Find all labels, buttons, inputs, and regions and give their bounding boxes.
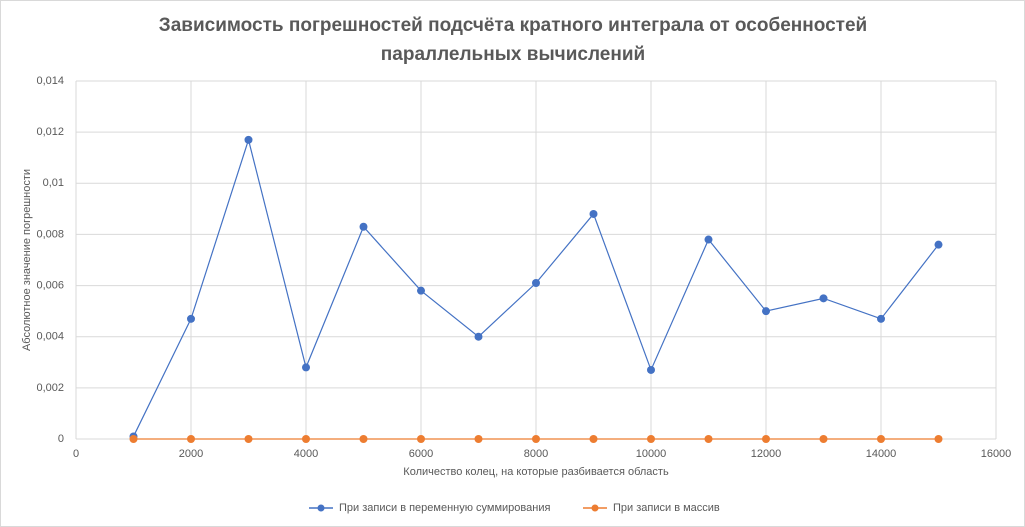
data-point (129, 435, 138, 443)
y-axis-label: Абсолютное значение погрешности (21, 169, 33, 351)
data-point (819, 294, 828, 303)
data-point (934, 240, 943, 249)
data-point (762, 307, 770, 316)
data-point (532, 279, 540, 288)
data-point (819, 435, 828, 443)
data-point (187, 314, 195, 323)
y-tick-label: 0,01 (43, 177, 64, 189)
x-tick-label: 4000 (294, 448, 318, 460)
data-point (934, 435, 943, 443)
x-axis-label: Количество колец, на которые разбивается… (403, 466, 669, 478)
data-point (359, 222, 368, 231)
data-point (244, 435, 253, 443)
data-point (704, 435, 713, 443)
data-point (589, 209, 598, 218)
data-point (474, 435, 483, 443)
y-tick-label: 0,004 (36, 331, 64, 343)
data-point (417, 286, 425, 295)
x-tick-label: 14000 (866, 448, 897, 460)
legend-marker (591, 504, 599, 512)
x-tick-label: 6000 (409, 448, 433, 460)
y-tick-label: 0,006 (36, 279, 64, 291)
x-tick-label: 10000 (636, 448, 667, 460)
data-point (589, 435, 598, 443)
data-point (877, 435, 885, 443)
data-point (532, 435, 540, 443)
data-point (302, 435, 310, 443)
x-tick-label: 2000 (179, 448, 203, 460)
data-point (704, 235, 713, 244)
data-point (474, 332, 483, 341)
data-point (187, 435, 195, 443)
data-point (417, 435, 425, 443)
legend-label: При записи в переменную суммирования (339, 502, 550, 514)
x-tick-label: 8000 (524, 448, 548, 460)
y-tick-label: 0,012 (36, 126, 64, 138)
data-point (244, 135, 253, 144)
data-point (647, 365, 655, 374)
y-tick-label: 0,008 (36, 228, 64, 240)
data-point (359, 435, 368, 443)
legend-marker (317, 504, 325, 512)
legend-label: При записи в массив (613, 502, 720, 514)
x-tick-label: 0 (73, 448, 79, 460)
y-tick-label: 0,002 (36, 382, 64, 394)
data-point (647, 435, 655, 443)
y-tick-label: 0,014 (36, 75, 64, 87)
data-point (762, 435, 770, 443)
y-tick-label: 0 (58, 433, 64, 445)
x-tick-label: 12000 (751, 448, 782, 460)
x-tick-label: 16000 (981, 448, 1012, 460)
data-point (877, 314, 885, 323)
data-point (302, 363, 310, 372)
chart-title: Зависимость погрешностей подсчёта кратно… (158, 15, 868, 65)
